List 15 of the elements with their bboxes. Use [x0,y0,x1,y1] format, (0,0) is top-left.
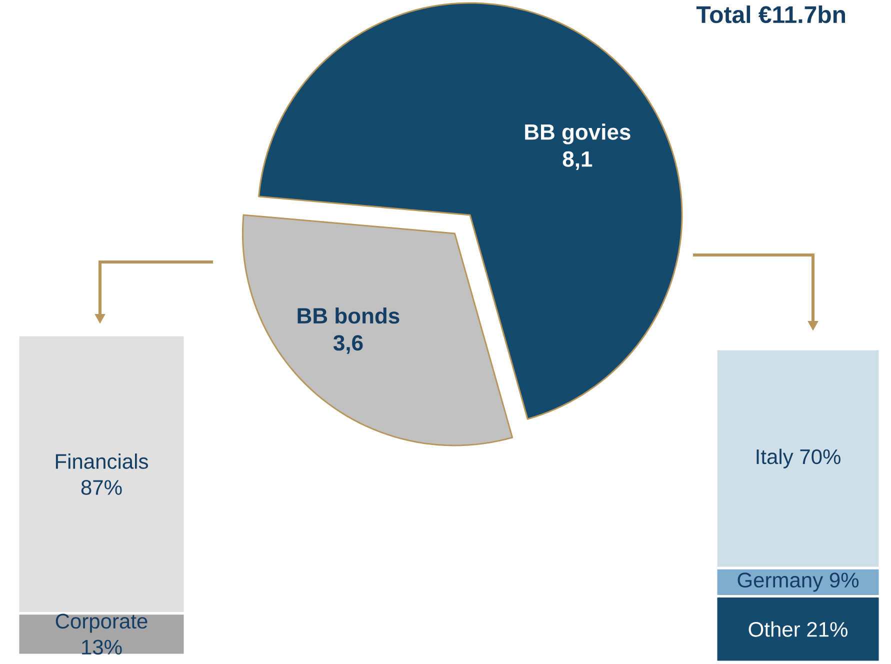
data-label: 70% [800,449,840,464]
slice-label: BB govies [525,124,630,144]
data-label: 13% [82,640,122,655]
series-label: Italy [756,448,794,468]
slice-label: BB bonds [298,307,400,324]
data-label: 3,6 [333,335,363,354]
data-label: 8,1 [562,151,592,170]
series-label: Other [748,621,800,637]
data-label: 21% [807,622,848,637]
data-label: 9% [830,572,859,588]
text: Total €11.7bn [696,6,846,24]
series-label: Germany [738,572,824,592]
data-label: 87% [81,480,122,495]
series-label: Financials [56,453,148,469]
series-label: Corporate [56,614,148,633]
